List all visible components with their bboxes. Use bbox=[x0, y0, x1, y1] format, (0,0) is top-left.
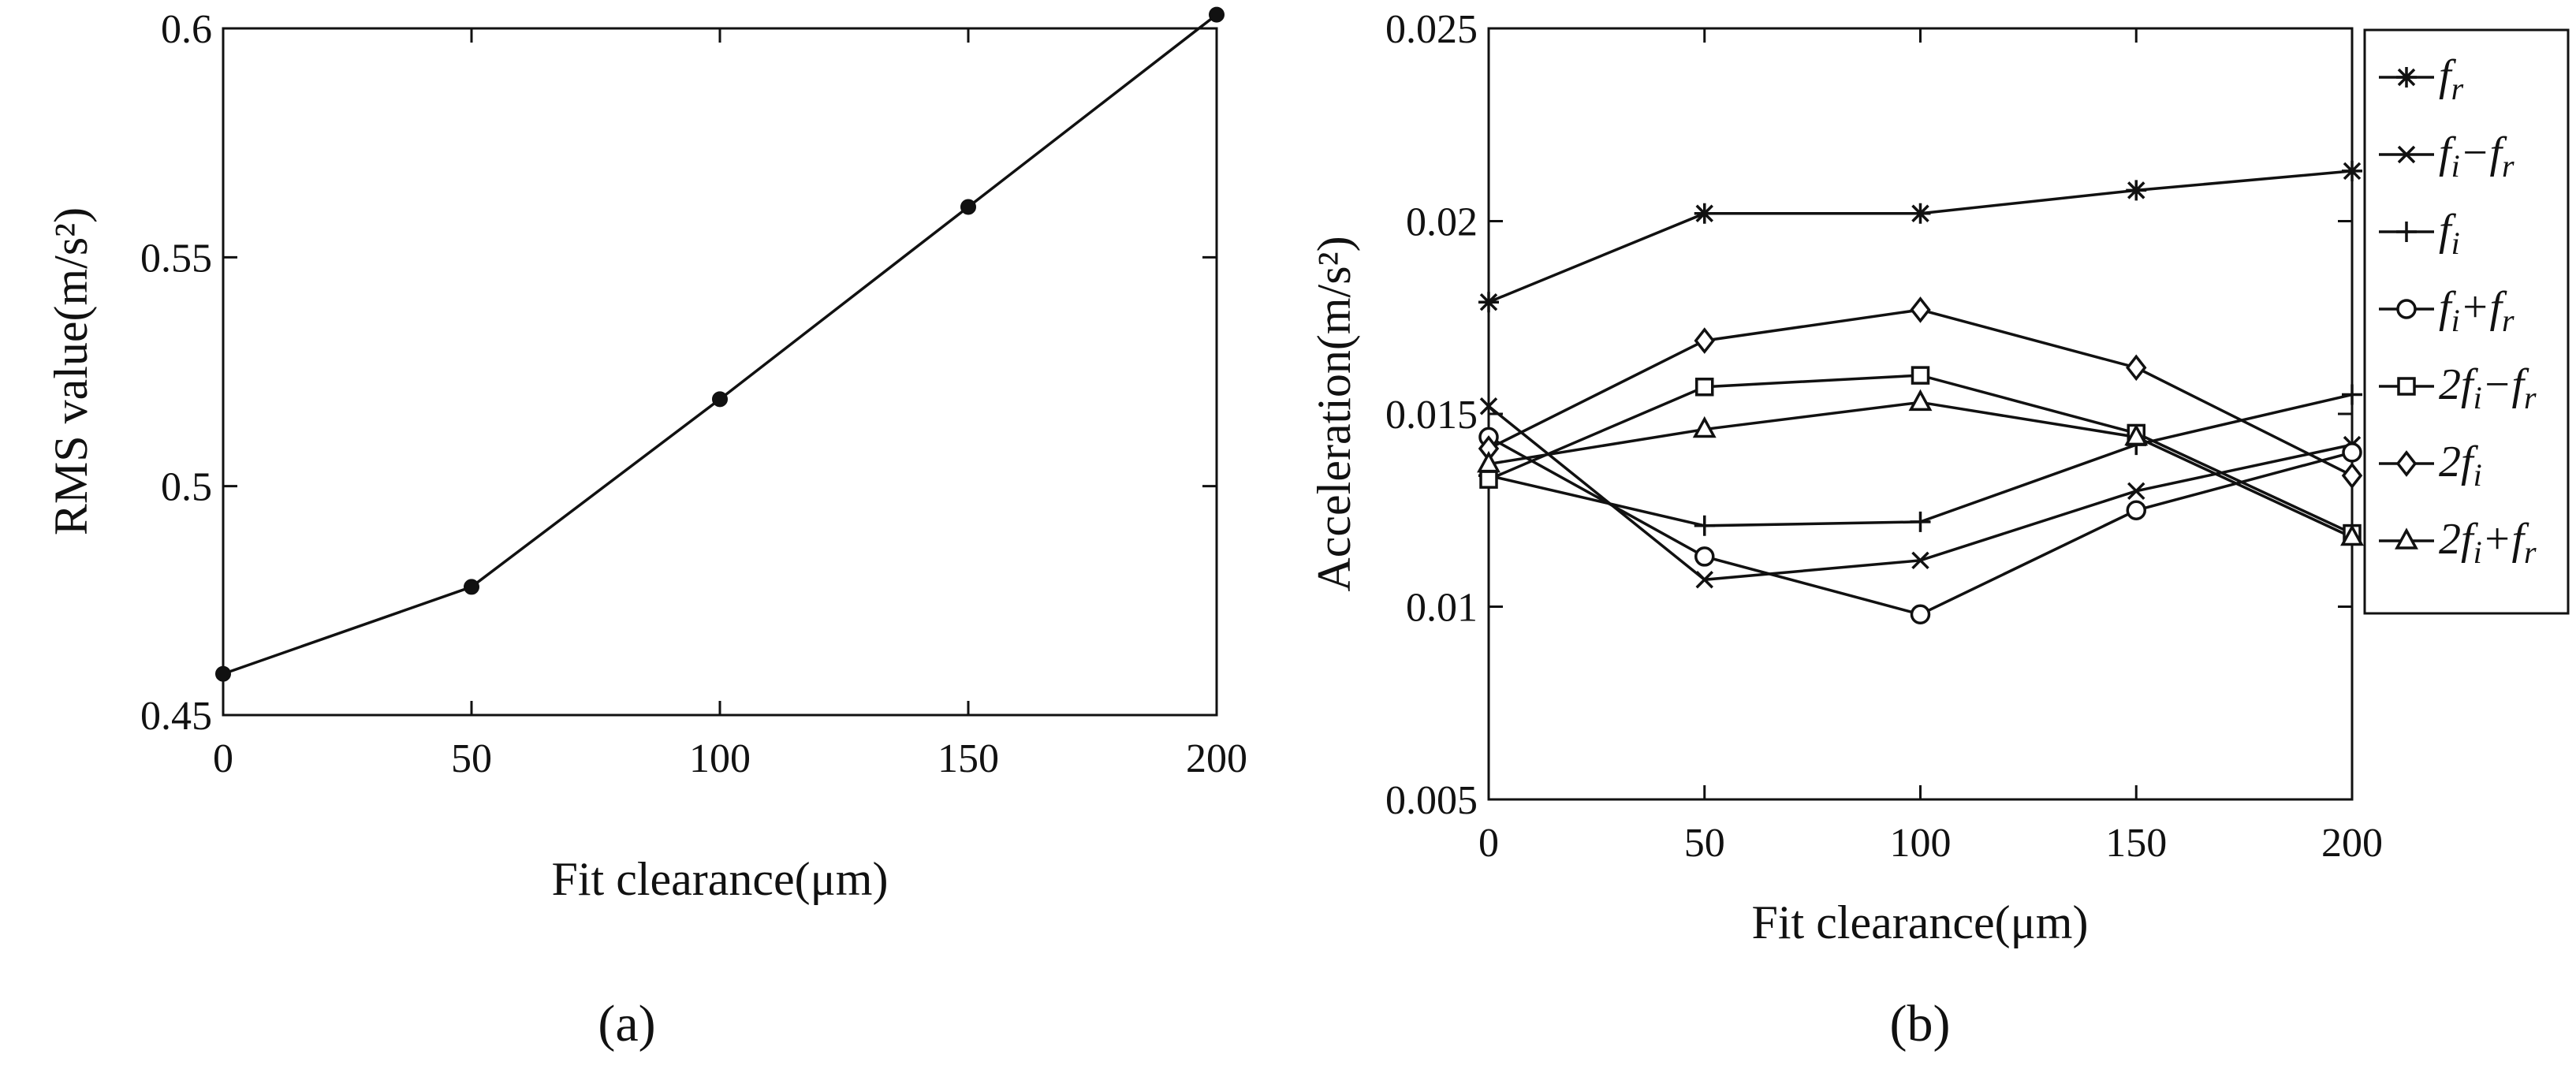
legend-label: 2fi bbox=[2439, 438, 2482, 493]
chart-b-point-2fi bbox=[1694, 327, 1715, 354]
chart-b-point-fr bbox=[1478, 292, 1499, 313]
chart-b-point-fi bbox=[1910, 511, 1931, 532]
chart-b-point-2fi+fr bbox=[2124, 423, 2149, 446]
legend-item: 2fi+fr bbox=[2379, 515, 2537, 570]
chart-a-point-RMS bbox=[1209, 6, 1225, 23]
chart-b-point-2fi bbox=[2126, 354, 2147, 382]
chart-a-series-line-RMS bbox=[222, 13, 1218, 676]
legend-item: 2fi−fr bbox=[2379, 360, 2537, 415]
chart-b-series-line-fi-fr bbox=[1487, 404, 2353, 582]
chart-a-xtick-label: 100 bbox=[689, 736, 751, 781]
chart-b-point-fi-fr bbox=[1911, 551, 1929, 570]
legend-marker bbox=[2396, 222, 2417, 242]
chart-a-ylabel: RMS value(m/s²) bbox=[45, 207, 97, 535]
chart-b: 0 50 100 150 200 0.005 0.01 0.015 0.02 0.025 Fit … bbox=[1308, 7, 2570, 1053]
chart-b-point-fi-fr bbox=[1479, 397, 1498, 415]
chart-a-xtick-label: 150 bbox=[938, 736, 999, 781]
chart-b-xtick-label: 150 bbox=[2105, 821, 2167, 866]
chart-a-point-RMS bbox=[712, 391, 728, 408]
chart-b-point-fr bbox=[1910, 203, 1931, 224]
chart-b-xtick-label: 0 bbox=[1478, 821, 1499, 866]
chart-b-point-2fi-fr bbox=[1695, 378, 1714, 397]
chart-a-xtick-label: 50 bbox=[451, 736, 492, 781]
legend-marker bbox=[2395, 450, 2418, 477]
chart-b-point-fr bbox=[2126, 180, 2147, 201]
chart-a-ytick-label: 0.45 bbox=[140, 694, 212, 739]
chart-b-ylabel: Acceleration(m/s²) bbox=[1308, 236, 1360, 591]
chart-b-legend-box bbox=[2363, 28, 2570, 615]
chart-b-point-2fi+fr bbox=[1908, 389, 1933, 412]
legend-label: 2fi−fr bbox=[2439, 360, 2537, 415]
chart-a-xtick-label: 200 bbox=[1186, 736, 1247, 781]
legend-label: fi−fr bbox=[2439, 129, 2514, 184]
chart-b-ytick-label: 0.02 bbox=[1406, 200, 1478, 245]
legend-item: fi−fr bbox=[2379, 129, 2514, 184]
chart-b-point-2fi bbox=[1910, 296, 1931, 323]
chart-a-point-RMS bbox=[960, 199, 976, 215]
chart-a-ytick-label: 0.6 bbox=[161, 7, 212, 52]
chart-b-point-2fi-fr bbox=[1479, 470, 1498, 489]
chart-b-point-fi+fr bbox=[1910, 604, 1931, 625]
chart-b-point-fr bbox=[1694, 203, 1715, 224]
chart-b-ytick-label: 0.005 bbox=[1385, 778, 1478, 823]
legend-label: fr bbox=[2439, 51, 2464, 106]
chart-b-point-2fi-fr bbox=[1911, 366, 1930, 385]
chart-b-point-fi-fr bbox=[1695, 571, 1713, 589]
legend-label: 2fi+fr bbox=[2439, 515, 2537, 570]
chart-b-ytick-label: 0.01 bbox=[1406, 586, 1478, 631]
chart-b-panel-label: (b) bbox=[1890, 995, 1951, 1053]
chart-b-point-2fi+fr bbox=[2340, 523, 2364, 546]
chart-b-point-2fi+fr bbox=[1477, 450, 1500, 473]
chart-b-ytick-label: 0.025 bbox=[1385, 7, 1478, 52]
legend-marker bbox=[2397, 377, 2416, 396]
legend-item: fi+fr bbox=[2379, 283, 2514, 338]
legend-label: fi+fr bbox=[2439, 283, 2514, 338]
chart-a-ytick-label: 0.5 bbox=[161, 465, 212, 510]
chart-a-xlabel: Fit clearance(μm) bbox=[552, 853, 889, 905]
legend-item: 2fi bbox=[2379, 438, 2482, 493]
legend-label: fi bbox=[2439, 206, 2460, 261]
chart-b-point-2fi bbox=[2341, 462, 2363, 490]
chart-a-panel-label: (a) bbox=[598, 995, 655, 1053]
chart-b-point-fi bbox=[1694, 515, 1715, 536]
chart-a-point-RMS bbox=[464, 579, 479, 595]
chart-a: 0 50 100 150 200 0.45 0.5 0.55 0.6 Fit clearance… bbox=[45, 6, 1247, 1053]
chart-b-point-fi+fr bbox=[2126, 500, 2146, 520]
chart-b-point-fr bbox=[2342, 160, 2362, 181]
legend-marker bbox=[2396, 67, 2417, 88]
chart-b-xlabel: Fit clearance(μm) bbox=[1752, 896, 2089, 948]
chart-a-ytick-label: 0.55 bbox=[140, 236, 212, 281]
chart-b-point-fi+fr bbox=[1694, 546, 1715, 567]
chart-b-point-fi bbox=[2342, 384, 2362, 405]
chart-b-point-fi+fr bbox=[2342, 442, 2362, 463]
chart-b-xtick-label: 50 bbox=[1684, 821, 1725, 866]
chart-b-plot-frame bbox=[1487, 27, 2354, 801]
chart-b-point-fi-fr bbox=[2127, 482, 2145, 501]
chart-b-series-line-fi bbox=[1488, 393, 2353, 527]
legend-item: fi bbox=[2379, 206, 2460, 261]
legend-marker bbox=[2395, 527, 2418, 550]
chart-b-ytick-label: 0.015 bbox=[1385, 393, 1478, 438]
legend-item: fr bbox=[2379, 51, 2464, 106]
chart-b-xtick-label: 200 bbox=[2321, 821, 2383, 866]
legend-marker bbox=[2396, 299, 2417, 319]
chart-b-xtick-label: 100 bbox=[1890, 821, 1952, 866]
chart-b-point-2fi+fr bbox=[1692, 415, 1717, 438]
chart-a-point-RMS bbox=[215, 665, 231, 682]
chart-b-series-line-fr bbox=[1488, 170, 2353, 304]
chart-a-xtick-label: 0 bbox=[213, 736, 233, 781]
legend-marker bbox=[2397, 145, 2416, 164]
